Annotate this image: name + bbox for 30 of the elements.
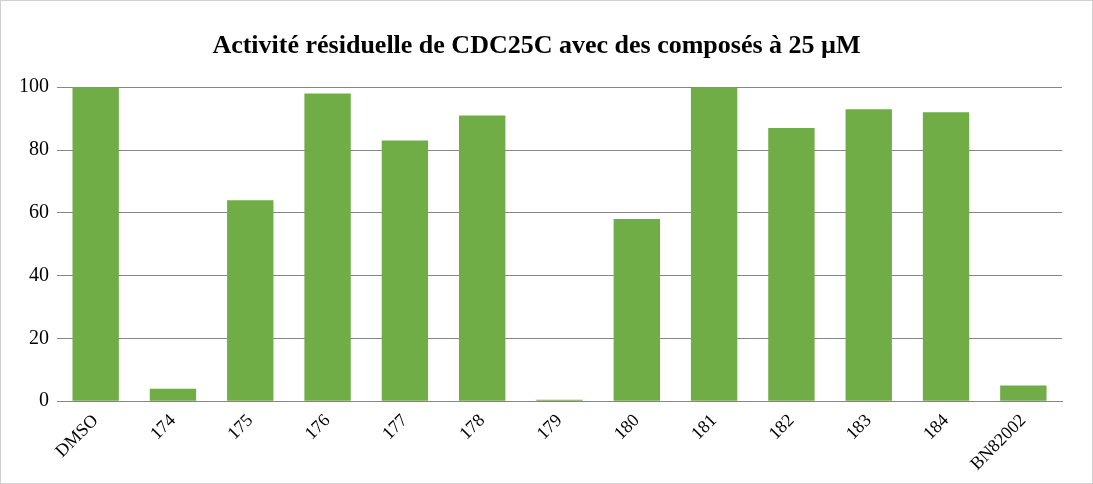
y-tick-label: 100 <box>19 74 49 97</box>
bar <box>227 200 274 401</box>
y-tick-label: 80 <box>29 137 49 160</box>
bar <box>72 87 119 401</box>
x-tick-label: 178 <box>455 409 489 444</box>
x-tick-label: 180 <box>609 409 643 444</box>
x-tick-label: 175 <box>223 409 257 444</box>
y-tick-label: 20 <box>29 325 49 348</box>
bar <box>381 140 429 401</box>
bar <box>768 128 815 401</box>
bar <box>149 388 197 401</box>
bar <box>845 109 892 401</box>
bar <box>1000 385 1047 401</box>
x-tick-label: 181 <box>687 409 721 444</box>
y-tick-label: 40 <box>29 262 49 285</box>
bar <box>304 93 351 401</box>
bar <box>690 87 738 401</box>
x-tick-label: 174 <box>145 409 180 444</box>
y-tick-label: 0 <box>39 388 49 411</box>
x-tick-label: 182 <box>764 409 798 444</box>
x-tick-label: 179 <box>532 409 566 444</box>
chart-title: Activité résiduelle de CDC25C avec des composés à 25 µM <box>212 30 861 60</box>
bar <box>459 115 506 401</box>
bar <box>922 112 970 401</box>
x-tick-label: 176 <box>300 409 334 444</box>
x-tick-label: 184 <box>918 409 953 444</box>
y-tick-label: 60 <box>29 200 49 223</box>
x-tick-label: 177 <box>377 409 412 444</box>
x-tick-label: 183 <box>841 409 875 444</box>
bar <box>613 219 660 401</box>
